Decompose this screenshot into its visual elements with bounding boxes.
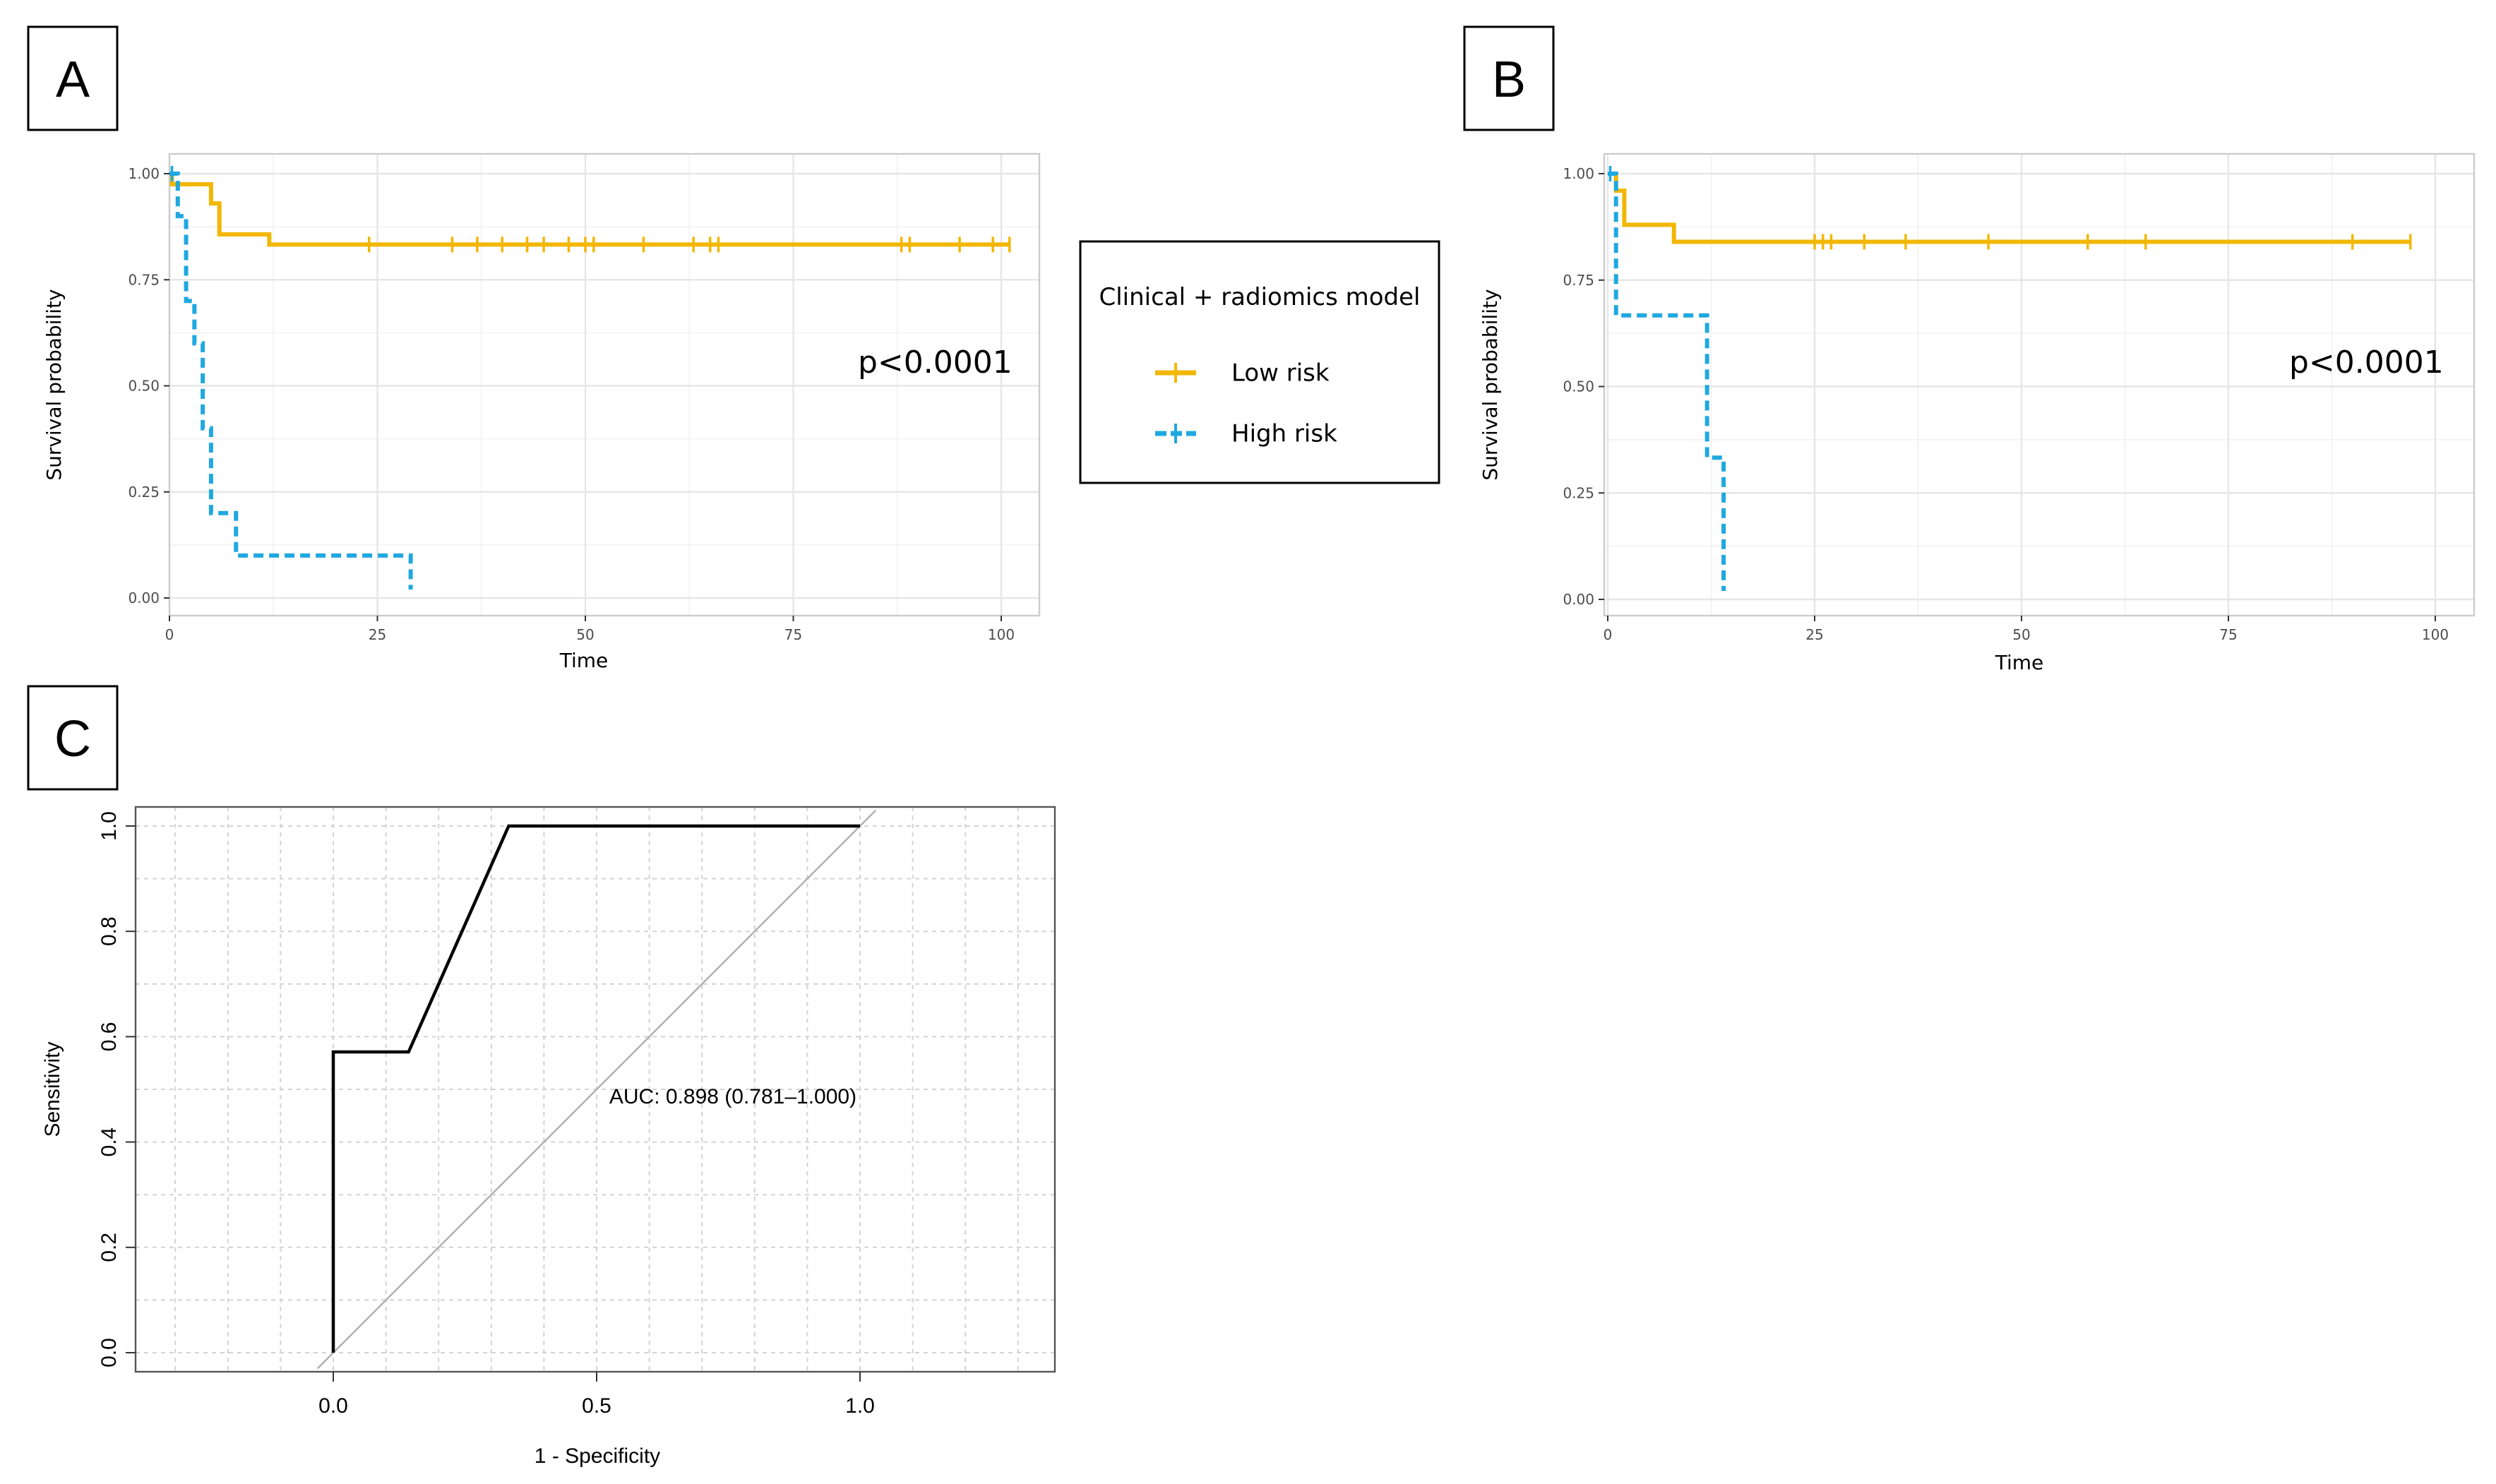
roc-chart-c: 0.0 0.5 1.0 0.0 0.2 0.4 0.6 0.8 1.0 AUC: 0.898 (… [41,806,1056,1468]
km-a-plot-frame [168,152,1041,617]
legend: Clinical + radiomics model Low risk High… [1079,240,1440,484]
roc-y-axis-title: Sensitivity [41,1041,64,1137]
km-b-y-axis-title: Survival probability [1479,289,1502,480]
roc-x-axis-title: 1 - Specificity [535,1444,660,1468]
roc-y-tick-label: 0.6 [97,1022,121,1052]
y-tick-label: 0.75 [128,271,160,288]
x-tick-label: 25 [369,626,386,643]
roc-curve [331,824,860,1353]
panel-b-label: B [1463,25,1555,131]
x-tick-label: 75 [784,626,802,643]
roc-reference-diagonal [316,809,877,1370]
x-tick-label: 100 [988,626,1015,643]
km-a-axes: 0 25 50 75 100 0.00 0.25 0.50 0.75 1.00 [128,165,1015,643]
roc-x-tick-label: 1.0 [845,1394,875,1418]
y-tick-label: 0.25 [1563,484,1594,501]
roc-auc-annotation: AUC: 0.898 (0.781–1.000) [609,1085,856,1108]
legend-item-low-risk: Low risk [1155,359,1330,388]
roc-y-tick-label: 0.0 [97,1338,121,1368]
x-tick-label: 100 [2422,626,2449,643]
x-tick-label: 75 [2219,626,2237,643]
km-b-series [1608,166,2412,591]
km-b-plot-frame [1603,152,2476,617]
y-tick-label: 0.50 [128,378,160,395]
y-tick-label: 0.50 [1563,378,1594,395]
high-risk-curve [169,172,413,590]
panel-c-letter: C [54,711,91,767]
y-tick-label: 0.25 [128,484,160,501]
panel-a-box [27,25,119,131]
km-b-x-axis-title: Time [1995,651,2044,674]
km-a-series [169,166,1011,590]
high-risk-curve [1608,172,1726,591]
roc-x-tick-label: 0.5 [582,1394,611,1418]
low-risk-curve [169,172,1010,247]
y-tick-label: 1.00 [1563,165,1594,182]
x-tick-label: 50 [2012,626,2030,643]
roc-grid [136,807,1055,1372]
panel-a-letter: A [56,52,90,108]
roc-plot-frame [134,806,1056,1373]
roc-y-tick-label: 0.8 [97,916,121,946]
y-tick-label: 0.75 [1563,272,1594,289]
km-b-axes: 0 25 50 75 100 0.00 0.25 0.50 0.75 1.00 [1563,165,2449,643]
roc-y-tick-label: 0.4 [97,1127,121,1157]
legend-label-high-risk: High risk [1231,420,1337,448]
y-tick-label: 0.00 [128,590,160,606]
panel-b-letter: B [1492,52,1526,108]
legend-label-low-risk: Low risk [1231,359,1330,388]
x-tick-label: 25 [1805,626,1823,643]
y-tick-label: 0.00 [1563,591,1594,608]
panel-c-label: C [27,685,119,791]
legend-title: Clinical + radiomics model [1099,283,1421,311]
x-tick-label: 0 [165,626,174,643]
panel-c-box [27,685,119,791]
km-a-x-axis-title: Time [559,649,609,672]
x-tick-label: 50 [576,626,594,643]
km-a-y-axis-title: Survival probability [42,289,66,480]
panel-a-label: A [27,25,119,131]
km-a-p-value: p<0.0001 [858,345,1013,381]
roc-y-tick-label: 1.0 [97,811,121,841]
x-tick-label: 0 [1604,626,1613,643]
legend-item-high-risk: High risk [1155,420,1337,448]
legend-items: Low risk High risk [1155,359,1337,448]
roc-x-tick-label: 0.0 [318,1394,348,1418]
km-b-grid [1604,154,2474,616]
panel-b-box [1463,25,1555,131]
km-b-p-value: p<0.0001 [2289,345,2444,381]
low-risk-curve [1608,172,2411,244]
roc-y-tick-label: 0.2 [97,1233,121,1262]
legend-box [1079,240,1440,484]
km-a-grid [168,154,1039,616]
roc-series [316,809,877,1370]
y-tick-label: 1.00 [128,165,160,182]
roc-axes: 0.0 0.5 1.0 0.0 0.2 0.4 0.6 0.8 1.0 [97,811,875,1418]
